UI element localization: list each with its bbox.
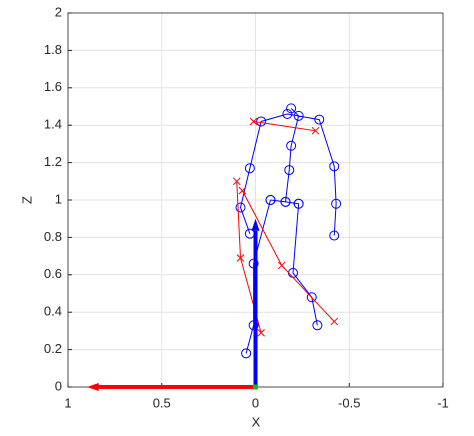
- marker: [314, 114, 325, 125]
- marker: [244, 163, 255, 174]
- x-tick-label: 1: [64, 395, 71, 410]
- marker: [235, 202, 246, 213]
- marker: [293, 110, 304, 121]
- y-tick-label: 1: [55, 191, 62, 206]
- x-tick-label: -0.5: [338, 395, 360, 410]
- y-axis-label: Z: [19, 196, 34, 204]
- marker: [257, 328, 265, 337]
- arrow: [86, 383, 256, 391]
- arrow-head: [251, 218, 260, 231]
- y-tick-label: 0.6: [44, 266, 62, 281]
- marker: [331, 198, 342, 209]
- series-line: [239, 108, 337, 354]
- x-tick-label: -1: [437, 395, 449, 410]
- x-axis-label: X: [252, 414, 261, 429]
- y-tick-label: 1.2: [44, 154, 62, 169]
- marker: [277, 261, 286, 270]
- marker: [284, 165, 295, 176]
- y-tick-label: 0.4: [44, 304, 62, 319]
- y-tick-label: 0.8: [44, 229, 62, 244]
- y-tick-label: 0.2: [44, 341, 62, 356]
- marker: [241, 348, 252, 359]
- marker: [330, 317, 339, 326]
- marker: [249, 117, 258, 126]
- y-tick-label: 1.6: [44, 79, 62, 94]
- arrow: [251, 218, 260, 387]
- marker: [238, 186, 247, 195]
- marker: [280, 196, 291, 207]
- marker: [329, 230, 340, 241]
- marker: [311, 126, 320, 135]
- marker: [286, 140, 297, 151]
- marker: [282, 108, 293, 119]
- y-tick-label: 2: [55, 4, 62, 19]
- marker: [293, 198, 304, 209]
- marker: [329, 161, 340, 172]
- marker: [312, 320, 323, 331]
- marker: [265, 195, 276, 205]
- y-tick-label: 1.8: [44, 42, 62, 57]
- arrow: [253, 384, 258, 390]
- marker: [286, 103, 297, 114]
- marker: [232, 177, 241, 186]
- x-tick-label: 0: [252, 395, 259, 410]
- y-tick-label: 0: [55, 378, 62, 393]
- x-tick-label: 0.5: [153, 395, 171, 410]
- y-tick-label: 1.4: [44, 117, 62, 132]
- arrow-head: [86, 383, 99, 391]
- marker: [306, 292, 317, 303]
- marker: [236, 254, 245, 262]
